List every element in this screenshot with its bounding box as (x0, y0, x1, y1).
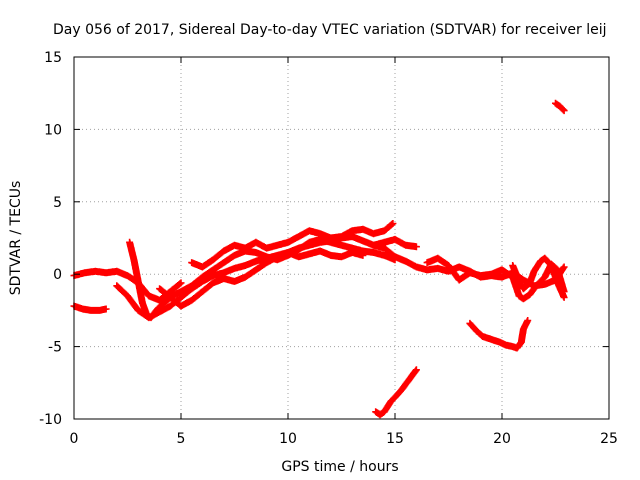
data-points (70, 99, 568, 419)
series-arc-12 (552, 99, 568, 115)
x-axis-label: GPS time / hours (281, 459, 398, 475)
plot-frame (73, 56, 610, 420)
y-tick-label: -5 (48, 340, 62, 356)
series-arc-9 (509, 254, 568, 301)
y-tick-label: -10 (39, 412, 62, 428)
x-tick-label: 15 (386, 431, 404, 447)
chart-title: Day 056 of 2017, Sidereal Day-to-day VTE… (53, 22, 607, 38)
x-tick-label: 25 (600, 431, 618, 447)
y-tick-label: 15 (44, 50, 62, 66)
series-arc-1 (70, 302, 110, 314)
x-tick-label: 20 (493, 431, 511, 447)
series-arc-10 (466, 317, 532, 352)
y-tick-label: 5 (53, 195, 62, 211)
series-arc-8 (423, 254, 568, 303)
axis-ticks: 0 5 10 15 20 25 -10 -5 0 5 10 15 (39, 50, 618, 447)
series-arc-11 (372, 366, 420, 419)
y-tick-label: 0 (53, 267, 62, 283)
x-tick-label: 0 (70, 431, 79, 447)
x-tick-label: 10 (279, 431, 297, 447)
x-tick-label: 5 (177, 431, 186, 447)
series-arc-6 (156, 247, 367, 310)
y-axis-label: SDTVAR / TECUs (8, 181, 24, 296)
series-arc-5 (188, 220, 397, 271)
y-tick-label: 10 (44, 122, 62, 138)
